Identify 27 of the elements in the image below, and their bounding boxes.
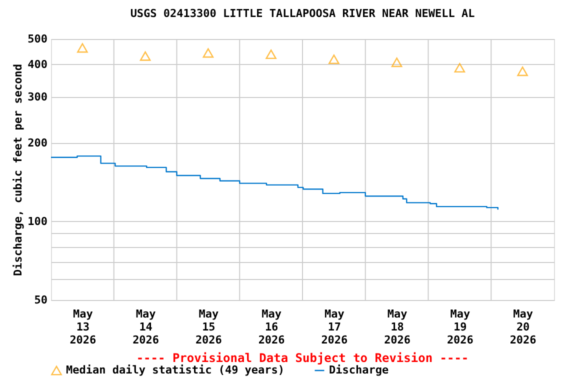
x-tick-label: May 17 2026 bbox=[321, 308, 348, 346]
x-tick-label: May 18 2026 bbox=[384, 308, 411, 346]
x-tick-label: May 14 2026 bbox=[132, 308, 160, 346]
y-tick-label: 300 bbox=[28, 90, 48, 104]
text: ---- Provisional Data Subject to Revision ---- bbox=[136, 351, 469, 365]
x-tick-label: May 19 2026 bbox=[446, 308, 474, 346]
point bbox=[328, 54, 340, 64]
y-tick-label: 400 bbox=[28, 58, 48, 71]
x-tick-label: May 16 2026 bbox=[258, 308, 286, 346]
y-tick-label: 500 bbox=[28, 32, 48, 46]
legend-label: Median daily statistic (49 years) bbox=[66, 364, 285, 376]
y-axis-title: Discharge, cubic feet per second bbox=[12, 64, 25, 276]
x-tick-label: May 20 2026 bbox=[510, 308, 537, 346]
y-tick-label: 50 bbox=[34, 294, 48, 306]
point bbox=[266, 50, 276, 60]
point bbox=[77, 43, 88, 53]
x-tick-label: May 13 2026 bbox=[70, 308, 97, 346]
y-tick-label: 100 bbox=[28, 214, 48, 228]
x-tick-label: May 15 2026 bbox=[195, 308, 222, 346]
legend-label: Discharge bbox=[329, 364, 389, 376]
y-tick-label: 200 bbox=[28, 136, 48, 150]
chart-title: USGS 02413300 LITTLE TALLAPOOSA RIVER NEAR NEWELL AL bbox=[130, 7, 476, 20]
point bbox=[202, 48, 214, 58]
point bbox=[140, 51, 151, 61]
point bbox=[517, 66, 528, 76]
point bbox=[391, 58, 402, 68]
point bbox=[454, 62, 466, 73]
